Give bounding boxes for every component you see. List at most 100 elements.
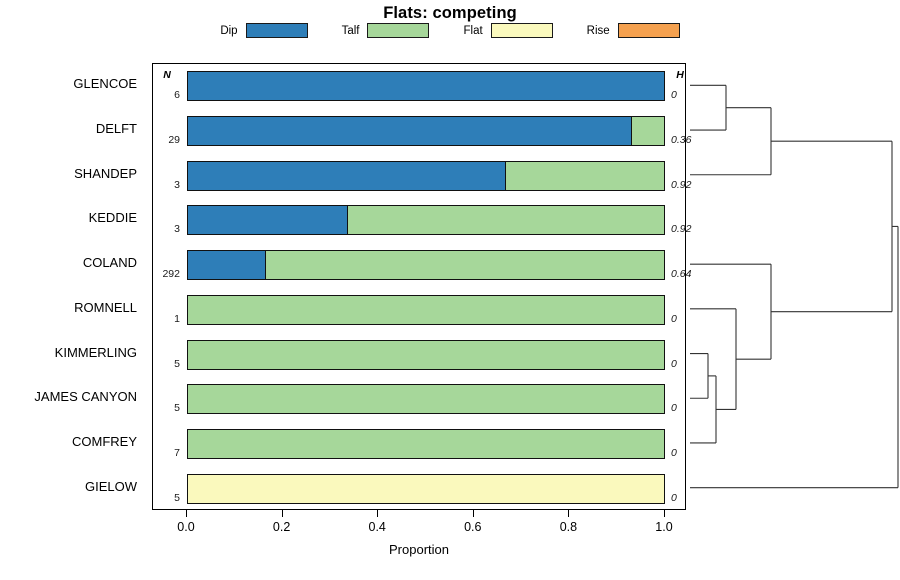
h-value: 0.36 bbox=[671, 134, 692, 147]
legend-item-talf: Talf bbox=[342, 23, 430, 38]
n-value: 6 bbox=[174, 89, 180, 102]
h-column-header: H bbox=[676, 69, 684, 81]
h-value: 0.64 bbox=[671, 268, 692, 281]
bar-row[interactable] bbox=[187, 116, 665, 147]
n-column-header: N bbox=[163, 69, 171, 81]
bar-segment-flat[interactable] bbox=[188, 474, 664, 503]
legend-swatch bbox=[245, 23, 308, 38]
y-axis-label: GLENCOE bbox=[73, 76, 137, 92]
y-axis-label: JAMES CANYON bbox=[34, 389, 137, 405]
x-axis-tick bbox=[281, 510, 283, 517]
n-value: 5 bbox=[174, 357, 180, 370]
x-axis: 0.0 0.2 0.4 0.6 0.8 1.0 bbox=[152, 510, 686, 560]
bar-segment-talf[interactable] bbox=[188, 429, 664, 458]
bar-row[interactable] bbox=[187, 71, 665, 102]
n-value: 29 bbox=[168, 134, 180, 147]
x-axis-tick-label: 0.8 bbox=[559, 520, 578, 534]
chart-title: Flats: competing bbox=[383, 4, 517, 22]
y-axis-label: GIELOW bbox=[84, 478, 137, 494]
h-value: 0 bbox=[671, 357, 677, 370]
y-axis-label: COMFREY bbox=[72, 433, 137, 449]
h-value: 0 bbox=[671, 491, 677, 504]
h-value: 0 bbox=[671, 89, 677, 102]
legend-swatch bbox=[490, 23, 553, 38]
h-value: 0 bbox=[671, 402, 677, 415]
n-value: 3 bbox=[174, 178, 180, 191]
legend-label: Dip bbox=[220, 24, 238, 37]
x-axis-tick-label: 0.4 bbox=[368, 520, 386, 534]
legend-item-rise: Rise bbox=[587, 23, 680, 38]
bar-segment-dip[interactable] bbox=[188, 117, 632, 146]
bar-row[interactable] bbox=[187, 160, 665, 191]
bar-segment-dip[interactable] bbox=[188, 161, 506, 190]
stacked-bar[interactable] bbox=[187, 384, 665, 415]
y-axis-label: COLAND bbox=[82, 255, 137, 271]
y-axis-label: DELFT bbox=[95, 121, 137, 137]
stacked-bar[interactable] bbox=[187, 250, 665, 281]
h-value: 0 bbox=[671, 312, 677, 325]
h-value: 0 bbox=[671, 446, 677, 459]
bar-segment-talf[interactable] bbox=[264, 251, 664, 280]
stacked-bar[interactable] bbox=[187, 160, 665, 191]
x-axis-tick-label: 0.6 bbox=[464, 520, 482, 534]
y-axis-label: ROMNELL bbox=[74, 299, 137, 315]
bar-segment-talf[interactable] bbox=[188, 340, 664, 369]
dendrogram bbox=[690, 63, 900, 510]
legend-item-dip: Dip bbox=[220, 23, 308, 38]
bar-segment-talf[interactable] bbox=[188, 385, 664, 414]
legend-label: Flat bbox=[463, 24, 483, 37]
n-value: 5 bbox=[174, 491, 180, 504]
legend-swatch bbox=[617, 23, 680, 38]
bar-segment-talf[interactable] bbox=[188, 295, 664, 324]
plot-panel: N H 6 0 29 0.36 3 0.92 3 0.92 292 0.64 1 0 5 0 5 0 7 0 5 0 bbox=[152, 63, 691, 510]
legend-item-flat: Flat bbox=[463, 23, 553, 38]
bar-row[interactable] bbox=[187, 339, 665, 370]
bar-segment-talf[interactable] bbox=[631, 117, 664, 146]
stacked-bar[interactable] bbox=[187, 71, 665, 102]
y-axis-label: SHANDEP bbox=[74, 165, 137, 181]
x-axis-tick-label: 1.0 bbox=[655, 520, 673, 534]
x-axis-tick bbox=[472, 510, 474, 517]
bar-row[interactable] bbox=[187, 384, 665, 415]
y-axis-label: KIMMERLING bbox=[54, 344, 137, 360]
stacked-bar[interactable] bbox=[187, 339, 665, 370]
bar-segment-talf[interactable] bbox=[505, 161, 664, 190]
x-axis-tick-label: 0.2 bbox=[272, 520, 291, 534]
bar-row[interactable] bbox=[187, 428, 665, 459]
n-value: 3 bbox=[174, 223, 180, 236]
bar-row[interactable] bbox=[187, 250, 665, 281]
bar-segment-dip[interactable] bbox=[188, 72, 664, 101]
x-axis-tick-label: 0.0 bbox=[177, 520, 195, 534]
legend-label: Talf bbox=[341, 24, 360, 37]
bar-segment-talf[interactable] bbox=[346, 206, 664, 235]
x-axis-tick bbox=[664, 510, 665, 517]
legend-swatch bbox=[367, 23, 430, 38]
y-axis-label: KEDDIE bbox=[88, 210, 137, 226]
legend: Dip Talf Flat Rise bbox=[0, 23, 900, 38]
n-value: 5 bbox=[174, 402, 180, 415]
stacked-bar[interactable] bbox=[187, 205, 665, 236]
dendrogram-svg bbox=[690, 84, 899, 489]
x-axis-tick bbox=[186, 510, 187, 517]
legend-label: Rise bbox=[586, 24, 610, 37]
bar-segment-dip[interactable] bbox=[188, 206, 347, 235]
stacked-bar[interactable] bbox=[187, 473, 665, 504]
h-value: 0.92 bbox=[671, 178, 692, 191]
x-axis-tick bbox=[568, 510, 570, 517]
x-axis-tick bbox=[377, 510, 379, 517]
n-value: 7 bbox=[174, 446, 180, 459]
n-value: 1 bbox=[174, 312, 180, 325]
y-axis-labels: GLENCOE DELFT SHANDEP KEDDIE COLAND ROMNELL KI… bbox=[0, 63, 145, 510]
stacked-bar[interactable] bbox=[187, 428, 665, 459]
x-axis-title: Proportion bbox=[389, 542, 449, 557]
stacked-bar[interactable] bbox=[187, 294, 665, 325]
stacked-bar[interactable] bbox=[187, 116, 665, 147]
bar-row[interactable] bbox=[187, 294, 665, 325]
bar-segment-dip[interactable] bbox=[188, 251, 265, 280]
bar-row[interactable] bbox=[187, 473, 665, 504]
bar-row[interactable] bbox=[187, 205, 665, 236]
n-value: 292 bbox=[162, 268, 180, 281]
h-value: 0.92 bbox=[671, 223, 692, 236]
bar-rows-area: N H 6 0 29 0.36 3 0.92 3 0.92 292 0.64 1 0 5 0 5 0 7 0 5 0 bbox=[153, 64, 691, 509]
